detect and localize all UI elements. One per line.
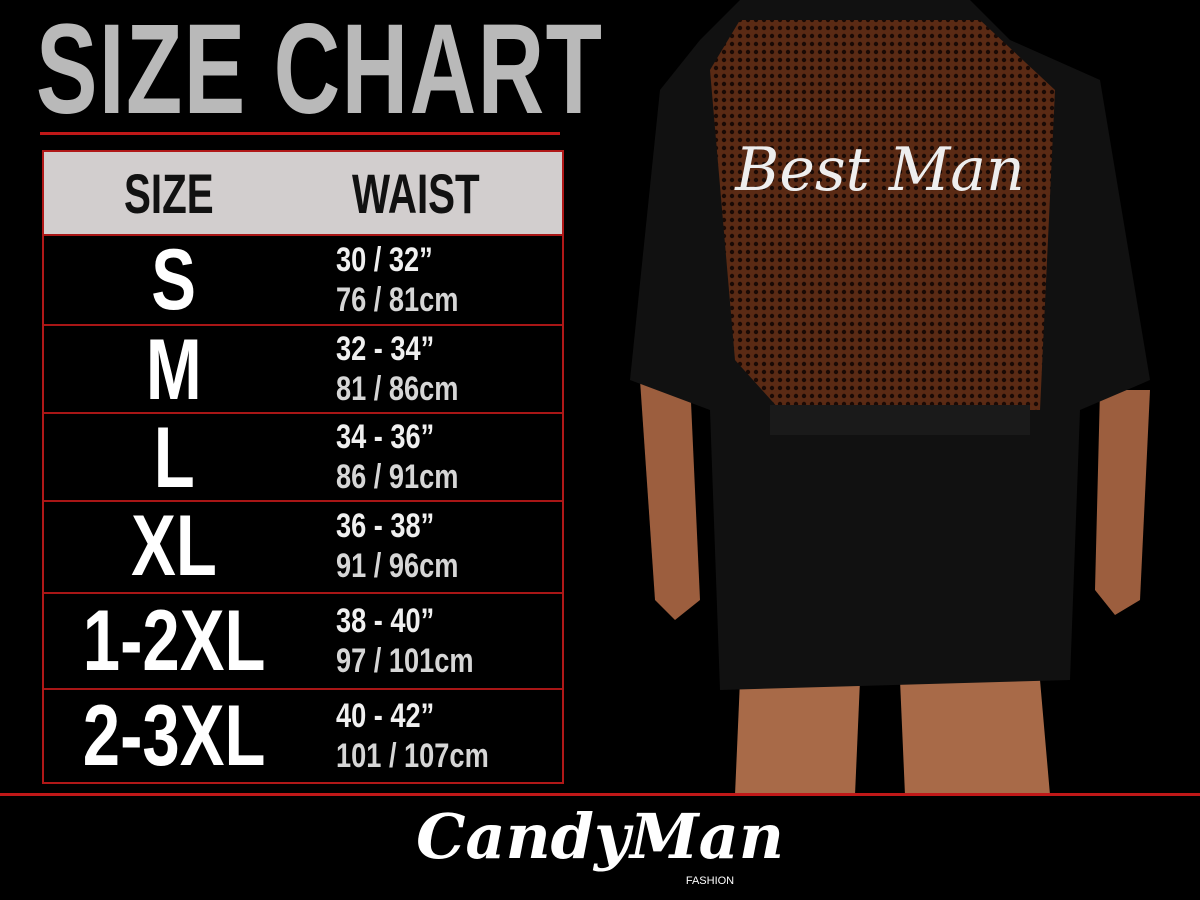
footer-divider	[0, 793, 1200, 796]
waist-inches: 36 - 38”	[336, 507, 435, 545]
belt	[770, 405, 1030, 435]
waist-cm: 81 / 86cm	[336, 370, 459, 408]
size-label: S	[151, 232, 197, 328]
table-row: 2-3XL 40 - 42” 101 / 107cm	[44, 688, 562, 782]
table-row: L 34 - 36” 86 / 91cm	[44, 410, 562, 506]
logo-brand: CandyMan	[416, 800, 784, 873]
table-row: S 30 / 32” 76 / 81cm	[44, 234, 562, 324]
table-header: SIZE WAIST	[44, 150, 562, 234]
table-row: XL 36 - 38” 91 / 96cm	[44, 500, 562, 592]
table-row: M 32 - 34” 81 / 86cm	[44, 322, 562, 418]
size-label: M	[146, 322, 202, 418]
waist-cm: 86 / 91cm	[336, 458, 459, 496]
size-label: 2-3XL	[82, 688, 266, 784]
best-man-text: Best Man	[734, 135, 1024, 205]
table-row: 1-2XL 38 - 40” 97 / 101cm	[44, 592, 562, 688]
right-arm	[1095, 390, 1150, 615]
title-divider	[40, 132, 560, 135]
size-label: L	[153, 410, 195, 506]
logo-sub: FASHION	[685, 875, 735, 887]
right-leg	[900, 680, 1050, 795]
waist-inches: 32 - 34”	[336, 330, 435, 368]
product-photo: Best Man	[630, 0, 1150, 795]
left-leg	[735, 680, 860, 795]
page-title: SIZE CHART	[36, 0, 604, 141]
mesh-panel	[710, 20, 1055, 410]
size-table: SIZE WAIST S 30 / 32” 76 / 81cm M 32 - 34…	[42, 150, 564, 784]
left-arm	[640, 380, 700, 620]
waist-inches: 40 - 42”	[336, 697, 435, 735]
waist-cm: 97 / 101cm	[336, 642, 474, 680]
waist-cm: 101 / 107cm	[336, 737, 489, 775]
size-label: XL	[131, 498, 217, 594]
brand-logo: CandyMan FASHION	[340, 800, 860, 898]
waist-inches: 30 / 32”	[336, 241, 433, 279]
waist-cm: 76 / 81cm	[336, 281, 459, 319]
header-size: SIZE	[124, 161, 214, 225]
size-label: 1-2XL	[82, 593, 266, 689]
waist-cm: 91 / 96cm	[336, 547, 459, 585]
waist-inches: 38 - 40”	[336, 602, 435, 640]
waist-inches: 34 - 36”	[336, 418, 435, 456]
header-waist: WAIST	[352, 161, 480, 225]
